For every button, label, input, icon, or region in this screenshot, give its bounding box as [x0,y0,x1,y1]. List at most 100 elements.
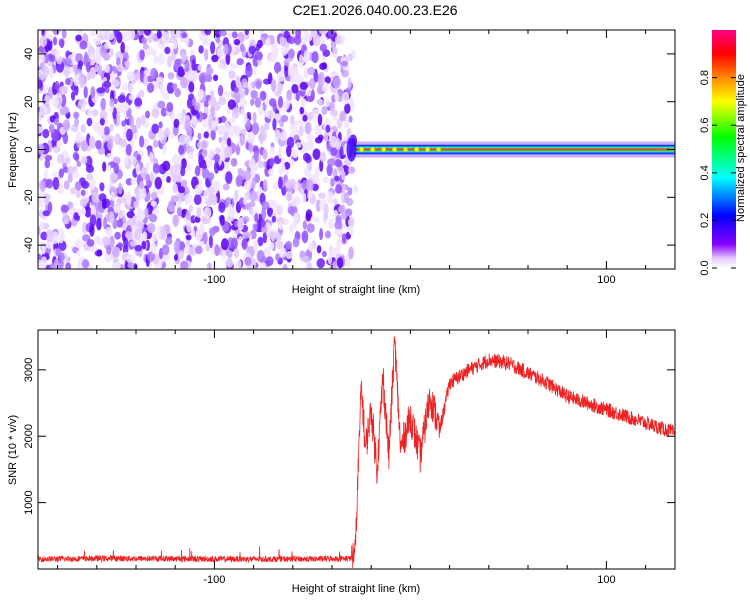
noise-speckle [139,30,144,36]
noise-speckle [149,152,154,165]
noise-speckle [252,65,257,76]
noise-speckle [58,168,64,178]
noise-speckle [251,122,260,135]
noise-speckle [334,91,339,102]
noise-speckle [294,35,302,45]
noise-speckle [319,151,327,163]
noise-speckle [219,214,225,226]
noise-speckle [208,235,213,248]
noise-speckle [186,220,193,233]
noise-speckle [124,44,130,53]
noise-speckle [150,192,158,200]
noise-speckle [240,108,245,117]
noise-speckle [193,194,202,206]
noise-speckle [231,31,238,39]
noise-speckle [116,111,121,120]
noise-speckle [65,78,71,86]
noise-speckle [347,187,353,196]
noise-speckle [254,51,263,61]
noise-speckle [150,67,158,80]
noise-speckle [201,149,208,158]
noise-speckle [142,231,148,241]
noise-speckle [160,225,167,237]
noise-speckle [134,228,141,241]
noise-speckle [184,70,193,79]
noise-speckle [170,30,178,40]
noise-speckle [104,64,110,73]
noise-speckle [188,246,197,256]
noise-speckle [235,144,240,156]
noise-speckle [38,45,45,55]
noise-speckle [334,175,340,182]
noise-speckle [247,132,256,145]
noise-speckle [250,90,258,99]
noise-speckle [188,204,194,212]
noise-speckle [218,96,226,106]
noise-speckle [272,118,277,131]
noise-speckle [235,259,242,269]
noise-speckle [284,65,289,78]
noise-speckle [172,183,178,193]
noise-speckle [38,52,43,62]
noise-speckle [327,254,333,265]
snr-ytick-label: 3000 [23,358,35,382]
noise-speckle [197,141,203,149]
noise-speckle [301,230,309,244]
noise-speckle [248,45,256,55]
noise-speckle [299,106,305,115]
noise-speckle [38,125,43,134]
noise-speckle [261,201,270,210]
noise-speckle [312,34,321,47]
noise-speckle [137,209,146,221]
noise-speckle [269,157,274,165]
noise-speckle [184,119,191,132]
noise-speckle [340,212,348,220]
noise-speckle [186,163,192,172]
noise-speckle [265,37,271,47]
noise-speckle [256,249,265,263]
noise-speckle [133,200,139,209]
noise-speckle [255,80,262,90]
noise-speckle [172,214,179,227]
noise-speckle [210,106,215,117]
noise-speckle [71,170,80,178]
noise-speckle [52,30,60,36]
noise-speckle [319,30,326,35]
noise-speckle [91,191,100,203]
noise-speckle [218,202,226,213]
noise-speckle [79,76,85,88]
noise-speckle [129,115,135,128]
noise-speckle [353,184,359,195]
noise-speckle [309,77,316,90]
noise-speckle [117,242,124,249]
noise-speckle [120,41,125,54]
noise-speckle [346,128,352,137]
noise-speckle [100,97,106,111]
noise-speckle [348,115,353,123]
noise-speckle [327,191,334,205]
spectrogram-ytick-label: -20 [23,189,35,205]
noise-speckle [271,215,276,223]
noise-speckle [278,176,283,189]
noise-speckle [91,109,99,117]
noise-speckle [206,262,212,269]
noise-speckle [261,207,267,220]
noise-speckle [44,159,51,169]
noise-speckle [192,70,199,82]
noise-speckle [127,262,136,269]
noise-speckle [52,231,59,245]
noise-speckle [313,216,320,223]
snr-panel: -100 100 1000 2000 3000 Height of straight l… [7,329,676,595]
noise-speckle [89,214,97,228]
noise-speckle [141,240,147,250]
noise-speckle [230,157,238,167]
noise-speckle [140,114,146,125]
noise-speckle [246,111,251,119]
noise-speckle [338,204,346,214]
noise-speckle [228,70,236,80]
noise-speckle [347,76,352,89]
noise-speckle [145,173,151,185]
noise-speckle [229,62,238,70]
noise-speckle [233,247,240,259]
colorbar-tick-label: 0.2 [699,213,711,228]
